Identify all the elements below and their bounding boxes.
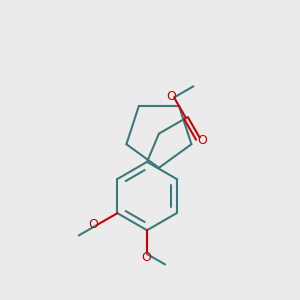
Text: O: O (88, 218, 98, 231)
Text: O: O (197, 134, 207, 147)
Text: O: O (167, 90, 177, 104)
Text: O: O (141, 251, 151, 264)
